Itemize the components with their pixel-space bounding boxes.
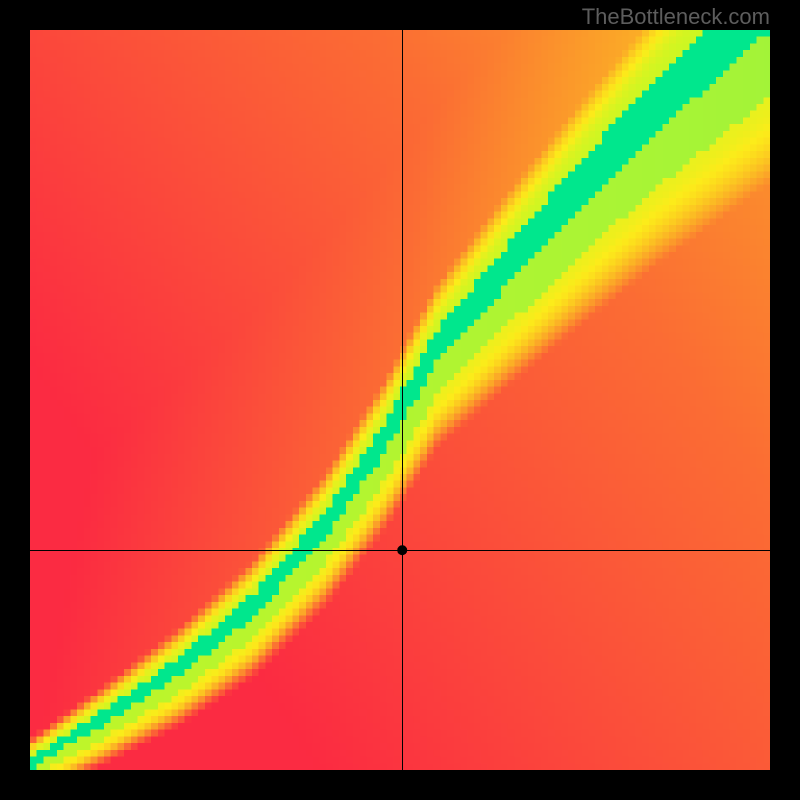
crosshair-overlay (30, 30, 770, 770)
watermark-text: TheBottleneck.com (582, 4, 770, 30)
chart-container: { "canvas": { "width_px": 800, "height_p… (0, 0, 800, 800)
